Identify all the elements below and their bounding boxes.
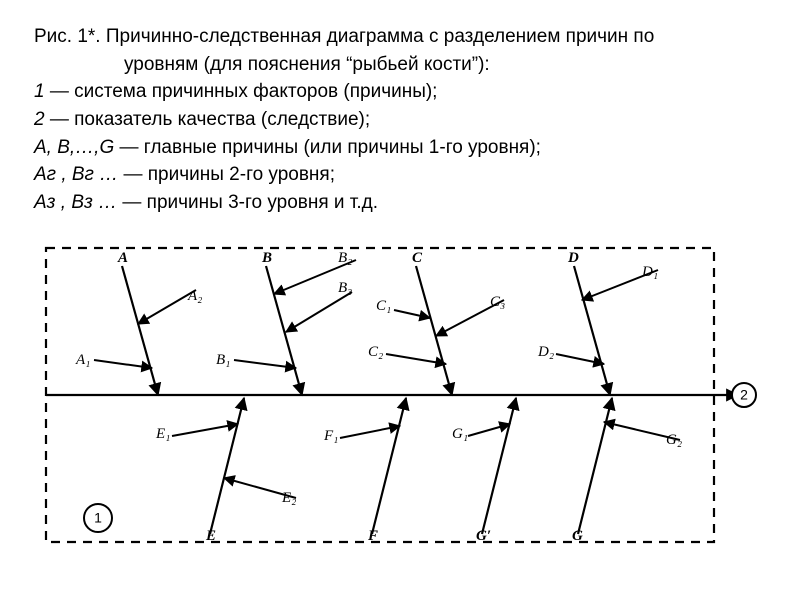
caption-line-1: Рис. 1*. Причинно-следственная диаграмма…: [34, 24, 766, 50]
caption-line-5: A, B,…,G — главные причины (или причины …: [34, 135, 766, 161]
sub-bone-label: B₂: [338, 250, 352, 266]
main-bone-label: B: [261, 250, 272, 266]
sub-bone-label: D₂: [537, 344, 554, 360]
fishbone-diagram: 2 1 A A₁ A₂ B B₁ B₂ B₃ C C₁ C₂ C₃ D D₁ D₂ E E₁ E₂ F F₁ G′ G₁ G G…: [38, 240, 762, 550]
caption-line-6: Aг , Bг … — причины 2-го уровня;: [34, 162, 766, 188]
sub-bone-label: B₃: [338, 280, 352, 296]
sub-bone: [394, 310, 430, 318]
sub-bone-label: F₁: [323, 428, 338, 444]
sub-bone-label: A₂: [187, 288, 202, 304]
figure-caption: Рис. 1*. Причинно-следственная диаграмма…: [0, 0, 800, 215]
caption-line-7: Aз , Bз … — причины 3-го уровня и т.д.: [34, 190, 766, 216]
sub-bone: [386, 354, 446, 364]
sub-bone-label: E₁: [155, 426, 170, 442]
sub-bone-label: B₁: [216, 352, 230, 368]
main-bone-label: A: [117, 250, 128, 266]
main-bone-label: E: [205, 528, 216, 544]
main-bone: [372, 398, 406, 534]
main-bone: [574, 266, 610, 395]
sub-bone-label: E₂: [281, 490, 296, 506]
sub-bone: [234, 360, 296, 368]
sub-bone-label: A₁: [75, 352, 90, 368]
sub-bone: [340, 426, 400, 438]
sub-bone: [556, 354, 604, 364]
caption-line-3: 1 — система причинных факторов (причины)…: [34, 79, 766, 105]
main-bone-label: D: [567, 250, 579, 266]
main-bone-label: G: [572, 528, 583, 544]
main-bone: [578, 398, 612, 534]
caption-line-2: уровням (для пояснения “рыбьей кости”):: [34, 52, 766, 78]
sub-bone: [94, 360, 152, 368]
sub-bone: [468, 424, 510, 436]
main-bone: [482, 398, 516, 534]
main-bone-label: G′: [476, 528, 491, 544]
main-bone: [122, 266, 158, 395]
main-bone-label: C: [412, 250, 423, 266]
sub-bone-label: G₂: [666, 432, 682, 448]
result-label: 2: [740, 387, 748, 403]
caption-line-4: 2 — показатель качества (следствие);: [34, 107, 766, 133]
sub-bone-label: C₂: [368, 344, 383, 360]
main-bone-label: F: [367, 528, 378, 544]
sub-bone-label: D₁: [641, 264, 658, 280]
fishbone-svg: 2 1 A A₁ A₂ B B₁ B₂ B₃ C C₁ C₂ C₃ D D₁ D₂ E E₁ E₂ F F₁ G′ G₁ G G…: [38, 240, 762, 550]
sub-bone-label: C₃: [490, 294, 505, 310]
system-id-label: 1: [94, 510, 102, 526]
sub-bone: [286, 292, 352, 332]
sub-bone-label: G₁: [452, 426, 468, 442]
sub-bone-label: C₁: [376, 298, 391, 314]
main-bone: [210, 398, 244, 534]
sub-bone: [172, 424, 238, 436]
